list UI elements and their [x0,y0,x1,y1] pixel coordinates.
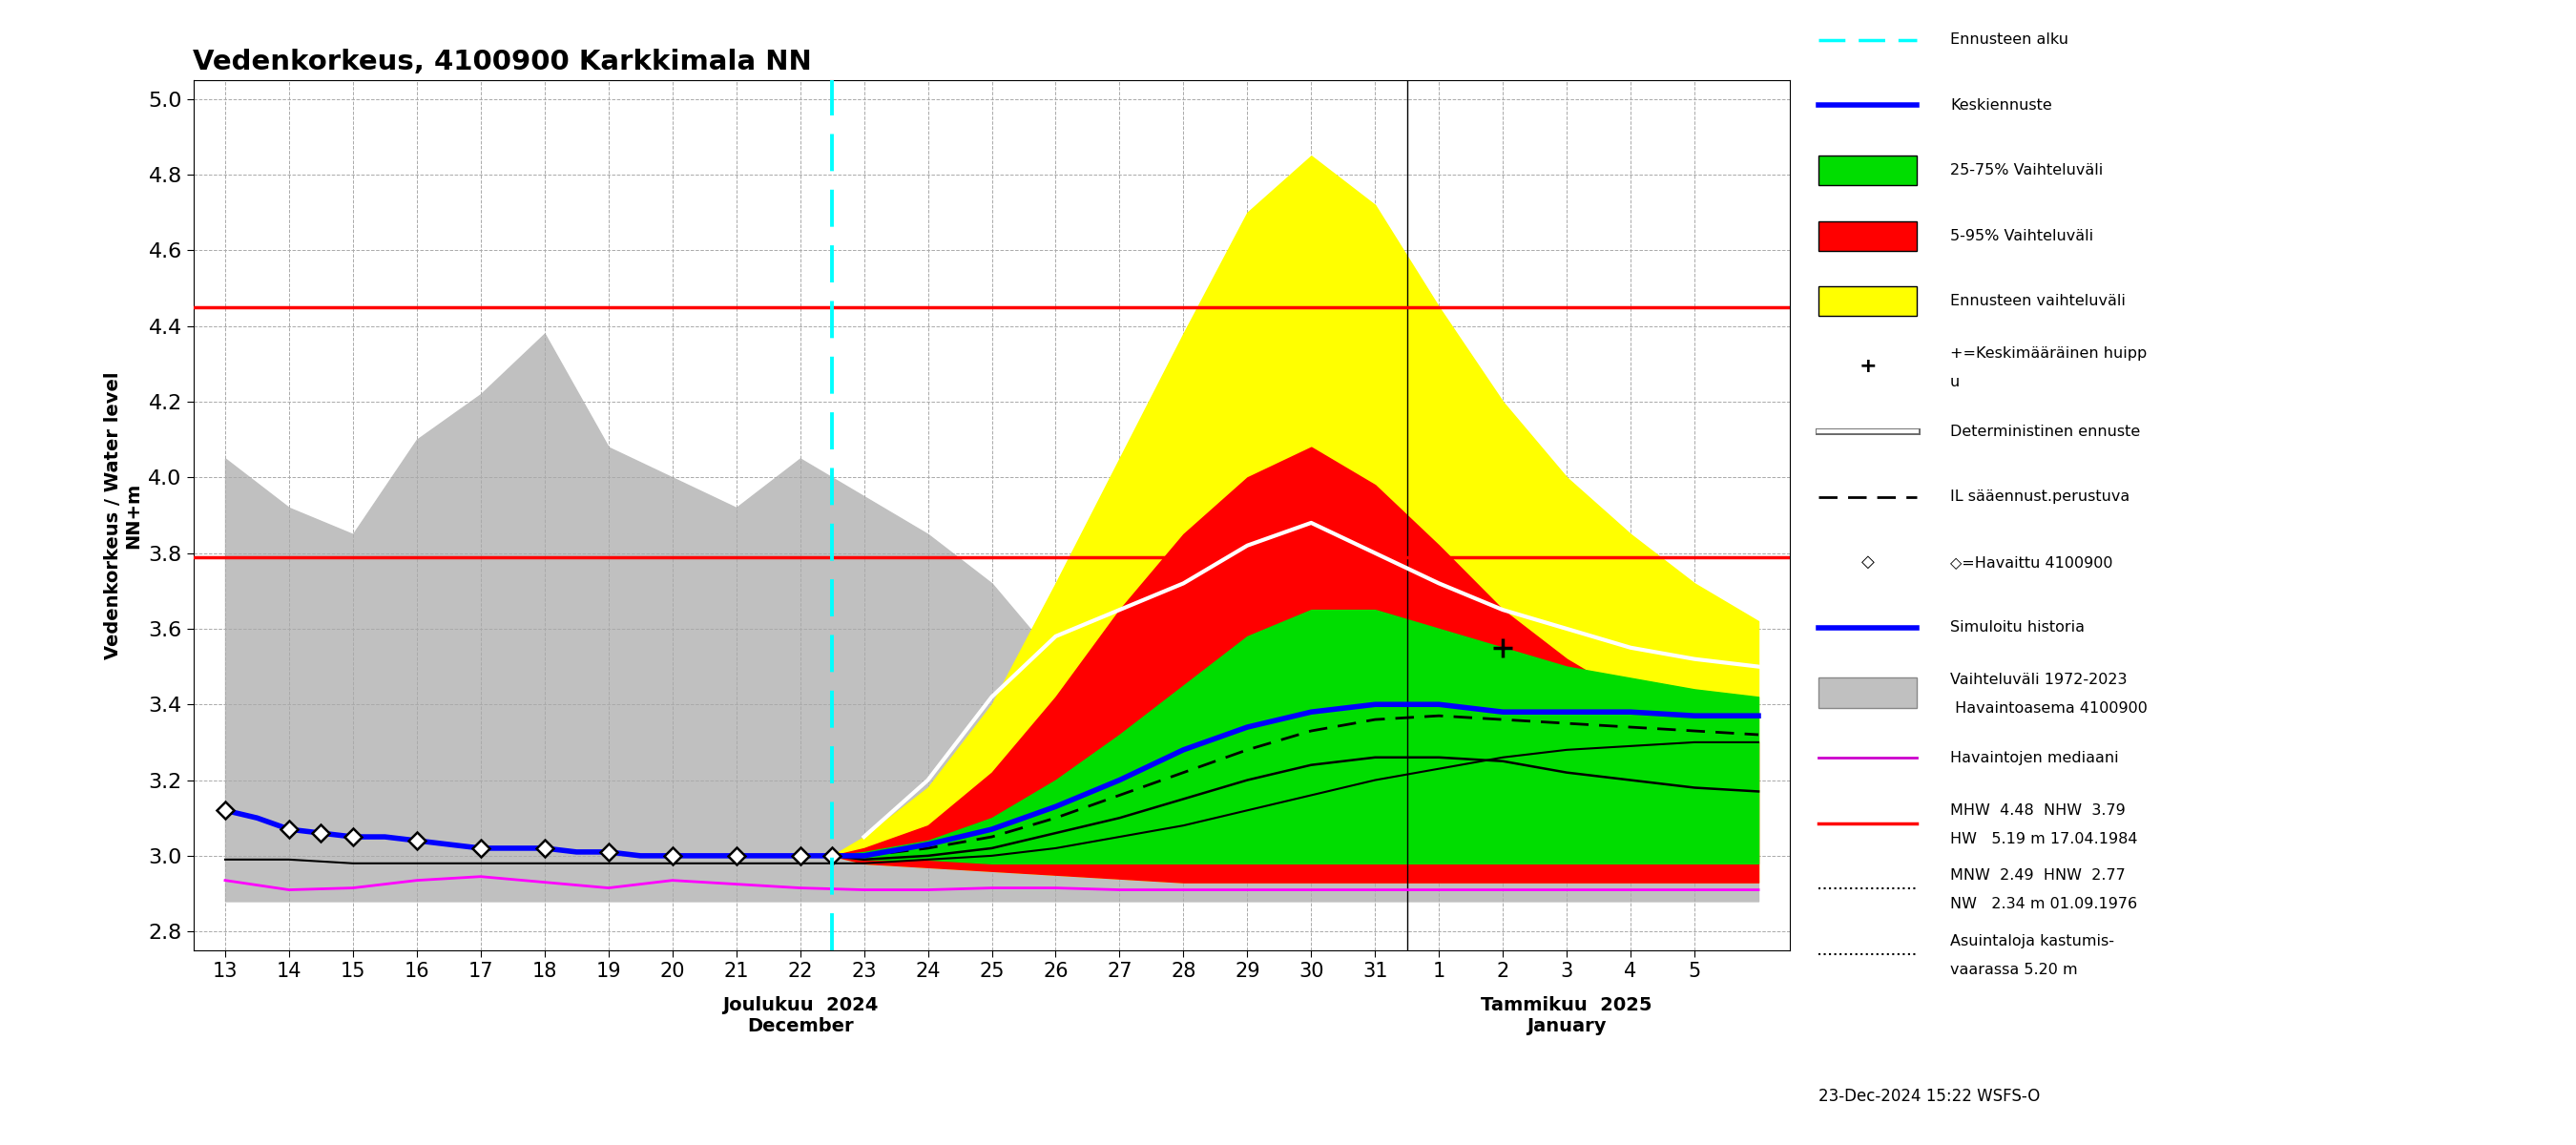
Text: ◇​=Havaittu 4100900: ◇​=Havaittu 4100900 [1950,555,2112,569]
Text: +: + [1860,357,1875,376]
Text: Ennusteen alku: Ennusteen alku [1950,33,2069,47]
Text: IL sääennust.perustuva: IL sääennust.perustuva [1950,490,2130,504]
Text: 25-75% Vaihteluväli: 25-75% Vaihteluväli [1950,164,2102,177]
Text: MHW  4.48  NHW  3.79: MHW 4.48 NHW 3.79 [1950,804,2125,818]
Y-axis label: Vedenkorkeus / Water level
NN+m: Vedenkorkeus / Water level NN+m [103,371,142,660]
Text: ◇: ◇ [1860,554,1875,571]
Text: NW   2.34 m 01.09.1976: NW 2.34 m 01.09.1976 [1950,898,2138,911]
Text: Asuintaloja kastumis-: Asuintaloja kastumis- [1950,934,2115,948]
Text: Joulukuu  2024
December: Joulukuu 2024 December [721,996,878,1035]
Text: Vedenkorkeus, 4100900 Karkkimala NN: Vedenkorkeus, 4100900 Karkkimala NN [193,48,811,76]
Text: 5-95% Vaihteluväli: 5-95% Vaihteluväli [1950,229,2094,243]
Text: Simuloitu historia: Simuloitu historia [1950,621,2084,634]
Text: Ennusteen vaihteluväli: Ennusteen vaihteluväli [1950,294,2125,308]
Text: Tammikuu  2025
January: Tammikuu 2025 January [1481,996,1651,1035]
Text: 23-Dec-2024 15:22 WSFS-O: 23-Dec-2024 15:22 WSFS-O [1819,1088,2040,1105]
Text: Vaihteluväli 1972-2023: Vaihteluväli 1972-2023 [1950,673,2128,687]
Text: +​=Keskimääräinen huipp: +​=Keskimääräinen huipp [1950,347,2146,361]
Text: HW   5.19 m 17.04.1984: HW 5.19 m 17.04.1984 [1950,832,2138,846]
Text: Havaintoasema 4100900: Havaintoasema 4100900 [1950,702,2148,716]
Text: Havaintojen mediaani: Havaintojen mediaani [1950,751,2117,765]
Text: u: u [1950,376,1960,389]
Text: vaarassa 5.20 m: vaarassa 5.20 m [1950,963,2076,977]
Text: Deterministinen ennuste: Deterministinen ennuste [1950,425,2141,439]
Text: MNW  2.49  HNW  2.77: MNW 2.49 HNW 2.77 [1950,869,2125,883]
Text: Keskiennuste: Keskiennuste [1950,98,2053,112]
